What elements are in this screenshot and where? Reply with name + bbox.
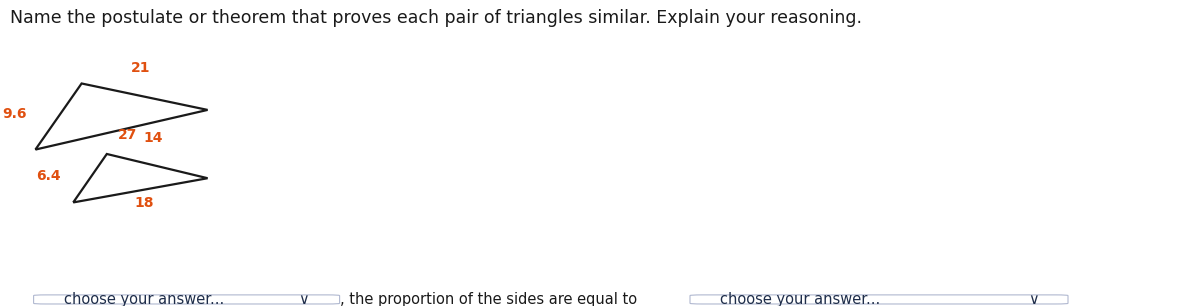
Text: Name the postulate or theorem that proves each pair of triangles similar. Explai: Name the postulate or theorem that prove… [10, 9, 862, 27]
Text: choose your answer...: choose your answer... [64, 292, 224, 306]
Text: 21: 21 [131, 61, 150, 75]
Text: ∨: ∨ [1028, 292, 1038, 306]
Text: 27: 27 [118, 128, 138, 142]
Text: ∨: ∨ [299, 292, 308, 306]
Text: , the proportion of the sides are equal to: , the proportion of the sides are equal … [340, 292, 637, 306]
Text: 14: 14 [143, 131, 163, 145]
Text: 6.4: 6.4 [36, 169, 60, 183]
Text: 18: 18 [134, 196, 155, 210]
FancyBboxPatch shape [34, 295, 340, 304]
Text: 9.6: 9.6 [2, 107, 28, 121]
FancyBboxPatch shape [690, 295, 1068, 304]
Text: choose your answer...: choose your answer... [720, 292, 881, 306]
